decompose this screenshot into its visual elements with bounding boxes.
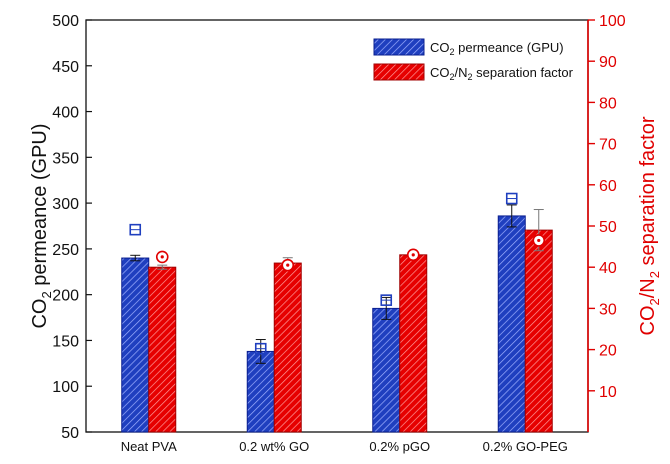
bars-layer [121,215,553,433]
error-bars-layer [130,204,544,364]
legend-sep-a: CO [430,65,450,80]
legend-swatch-separation [373,63,425,81]
y-axis-left-title: CO2 permeance (GPU) [29,123,54,328]
legend-perm-b: permeance (GPU) [455,40,564,55]
right-tick-label: 80 [599,95,617,112]
x-tick-label: 0.2 wt% GO [239,439,309,454]
left-tick-label: 400 [52,105,79,122]
left-tick-label: 150 [52,333,79,350]
y-right-c: separation factor [637,116,659,271]
left-tick-label: 350 [52,150,79,167]
bar-separation [273,262,302,433]
right-tick-label: 70 [599,137,617,154]
bar-separation [399,254,428,433]
left-tick-label: 50 [61,425,79,442]
bar-separation [148,266,177,433]
legend: CO2 permeance (GPU) CO2/N2 separation fa… [373,38,574,82]
y-right-sub1: 2 [647,298,662,305]
marker-circle-dot [537,238,541,243]
legend-label-permeance: CO2 permeance (GPU) [430,40,564,57]
right-tick-label: 40 [599,260,617,277]
y-right-b: /N [637,278,659,298]
left-tick-label: 300 [52,196,79,213]
bar-permeance [246,350,275,433]
marker-circle-dot [411,253,415,257]
left-tick-label: 500 [52,13,79,30]
marker-circle-dot [160,255,164,259]
left-tick-label: 200 [52,288,79,305]
markers-layer [129,192,546,355]
legend-perm-sub: 2 [450,47,455,57]
x-tick-label: Neat PVA [121,439,177,454]
x-tick-label: 0.2% pGO [369,439,430,454]
x-axis-ticks: Neat PVA 0.2 wt% GO 0.2% pGO 0.2% GO-PEG [121,426,568,454]
y-left-sub: 2 [39,291,54,298]
x-tick-label: 0.2% GO-PEG [483,439,568,454]
marker-circle-dot [286,263,290,267]
right-tick-label: 10 [599,384,617,401]
y-axis-right-title: CO2/N2 separation factor [637,116,662,335]
legend-sep-c: separation factor [473,65,574,80]
legend-sep-sub2: 2 [468,72,473,82]
bar-permeance [497,215,526,433]
right-tick-label: 20 [599,343,617,360]
left-tick-label: 250 [52,242,79,259]
right-axis-ticks: 10 20 30 40 50 60 70 80 90 100 [588,13,626,401]
bar-permeance [372,307,401,433]
y-left-prefix: CO [29,299,51,329]
legend-swatch-permeance [373,38,425,56]
right-tick-label: 100 [599,13,626,30]
y-right-a: CO [637,306,659,336]
left-axis-ticks: 50 100 150 200 250 300 350 400 450 500 [52,13,92,442]
y-right-sub2: 2 [647,271,662,278]
bar-permeance [121,257,150,433]
legend-sep-sub: 2 [450,72,455,82]
legend-sep-b: /N [455,65,468,80]
legend-label-separation: CO2/N2 separation factor [430,65,574,82]
legend-perm-a: CO [430,40,450,55]
left-tick-label: 100 [52,379,79,396]
y-left-suffix: permeance (GPU) [29,123,51,291]
right-tick-label: 30 [599,301,617,318]
right-tick-label: 90 [599,54,617,71]
right-tick-label: 60 [599,178,617,195]
left-tick-label: 450 [52,59,79,76]
right-tick-label: 50 [599,219,617,236]
bar-separation [524,229,553,433]
